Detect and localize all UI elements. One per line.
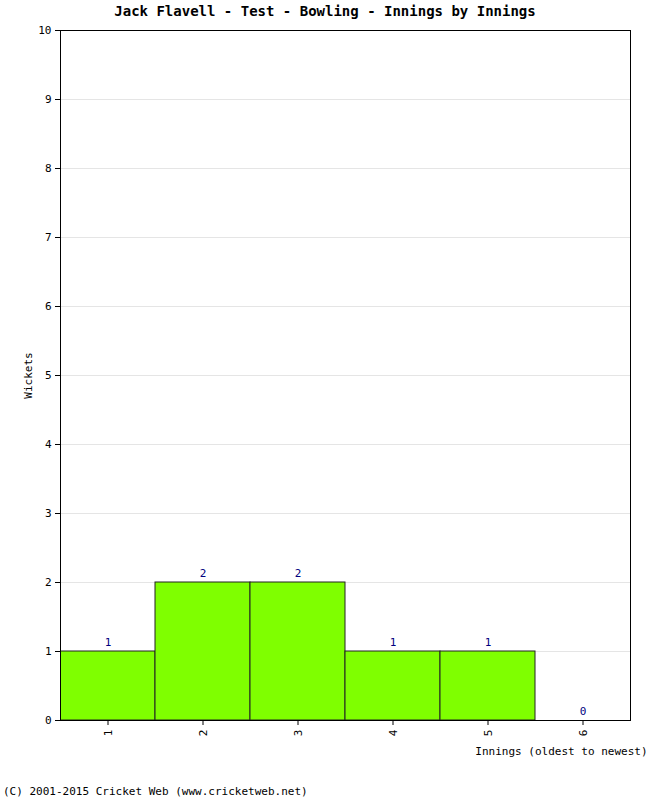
svg-text:5: 5 <box>482 730 495 737</box>
svg-text:Innings (oldest to newest): Innings (oldest to newest) <box>475 745 647 758</box>
svg-text:6: 6 <box>577 730 590 737</box>
svg-text:2: 2 <box>45 576 52 589</box>
svg-text:0: 0 <box>45 714 52 727</box>
svg-text:5: 5 <box>45 369 52 382</box>
svg-text:0: 0 <box>580 705 587 718</box>
svg-text:7: 7 <box>45 231 52 244</box>
svg-text:3: 3 <box>45 507 52 520</box>
svg-text:Wickets: Wickets <box>22 352 35 398</box>
svg-text:2: 2 <box>295 567 302 580</box>
svg-text:2: 2 <box>200 567 207 580</box>
svg-text:1: 1 <box>485 636 492 649</box>
svg-text:1: 1 <box>45 645 52 658</box>
svg-text:8: 8 <box>45 162 52 175</box>
html-text:Jack Flavell - Test - Bowling: Jack Flavell - Test - Bowling - Innings … <box>114 3 536 19</box>
html-text:(C) 2001-2015 Cricket Web (www: (C) 2001-2015 Cricket Web (www.cricketwe… <box>3 785 308 798</box>
svg-text:9: 9 <box>45 93 52 106</box>
svg-text:1: 1 <box>390 636 397 649</box>
svg-text:1: 1 <box>105 636 112 649</box>
svg-text:1: 1 <box>102 730 115 737</box>
svg-text:4: 4 <box>45 438 52 451</box>
svg-text:10: 10 <box>38 24 51 37</box>
svg-text:4: 4 <box>387 729 400 736</box>
svg-text:3: 3 <box>292 730 305 737</box>
svg-text:2: 2 <box>197 730 210 737</box>
svg-text:6: 6 <box>45 300 52 313</box>
